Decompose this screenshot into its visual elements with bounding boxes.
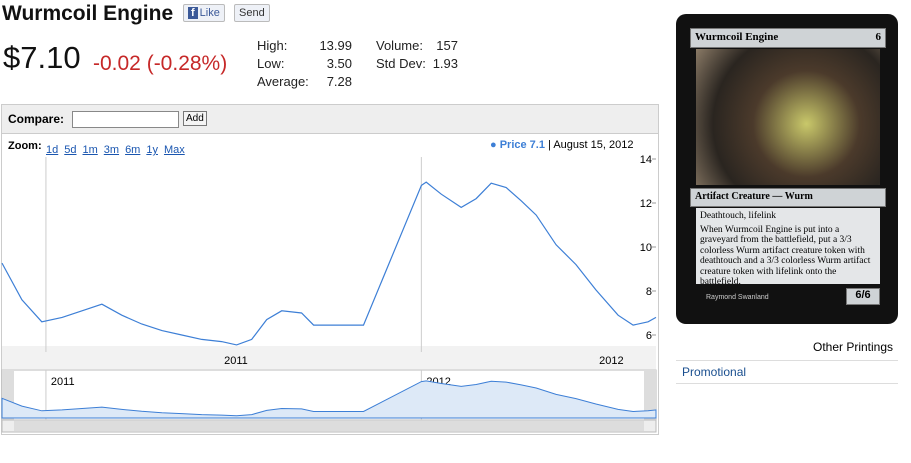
stat: Std Dev: 1.93 (376, 55, 458, 73)
y-tick-label: 8 (646, 286, 652, 298)
stats-col-2: Volume: 157 Std Dev: 1.93 (376, 37, 458, 73)
price-change: -0.02 (-0.28%) (93, 52, 228, 75)
stat-value: 13.99 (319, 38, 352, 53)
stat-value: 7.28 (326, 74, 352, 89)
card-art (696, 49, 880, 185)
zoom-option[interactable]: 3m (103, 144, 120, 156)
zoom-option[interactable]: Max (163, 144, 185, 156)
zoom-label: Zoom: (8, 140, 42, 152)
x-tick-label: 2012 (599, 355, 623, 367)
title: Wurmcoil Engine (2, 2, 174, 25)
price: $7.10 (3, 40, 81, 75)
card-keywords: Deathtouch, lifelink (700, 211, 776, 221)
y-tick-label: 6 (646, 330, 652, 342)
stat-label: High: (257, 38, 288, 53)
card-rules: When Wurmcoil Engine is put into a grave… (700, 224, 871, 288)
zoom-option[interactable]: 1y (146, 144, 158, 156)
zoom-option[interactable]: 5d (64, 144, 77, 156)
stat-value: 1.93 (432, 56, 458, 71)
add-button[interactable]: Add (183, 111, 207, 126)
printings-list: Promotional (676, 360, 898, 384)
legend-price: Price 7.1 (499, 139, 545, 151)
x-axis-band (2, 346, 656, 369)
nav-area (1, 380, 657, 419)
zoom-option[interactable]: 1m (82, 144, 98, 156)
card: Wurmcoil Engine 6 Artifact Creature — Wu… (676, 14, 898, 324)
printings-title: Other Printings (813, 340, 894, 354)
stat: Average: 7.28 (257, 73, 352, 91)
legend-date: August 15, 2012 (553, 139, 634, 151)
card-pt: 6/6 (846, 288, 880, 305)
card-type-bar: Artifact Creature — Wurm (690, 188, 886, 207)
stat-label: Volume: (376, 38, 423, 53)
y-tick-label: 14 (640, 154, 652, 166)
nav-handle-right[interactable] (644, 370, 656, 420)
compare-bar: Compare: Add (1, 104, 659, 134)
like-label: Like (199, 7, 220, 19)
price-line (1, 181, 657, 346)
card-text-box: Deathtouch, lifelink When Wurmcoil Engin… (696, 208, 880, 287)
stat-value: 157 (436, 38, 458, 53)
stats-col-1: High: 13.99 Low: 3.50 Average: 7.28 (257, 37, 352, 91)
nav-tick-label: 2011 (51, 376, 75, 388)
card-artist: Raymond Swanland (706, 294, 769, 301)
stat-value: 3.50 (326, 56, 352, 71)
card-name-bar: Wurmcoil Engine 6 (690, 28, 886, 48)
card-type: Artifact Creature — Wurm (695, 191, 813, 202)
like-button[interactable]: f Like (183, 4, 225, 22)
scroll-thumb[interactable] (14, 421, 644, 431)
stat: High: 13.99 (257, 37, 352, 55)
card-name: Wurmcoil Engine (695, 31, 779, 43)
stat-label: Average: (257, 74, 309, 89)
compare-label: Compare: (8, 112, 65, 126)
send-label: Send (239, 7, 265, 19)
stat: Low: 3.50 (257, 55, 352, 73)
chart-frame (1, 133, 659, 435)
zoom-options: 1d 5d 1m 3m 6m 1y Max (46, 140, 191, 158)
send-button[interactable]: Send (234, 4, 270, 22)
printing-link[interactable]: Promotional (682, 365, 747, 379)
y-tick-label: 10 (640, 242, 652, 254)
y-tick-label: 12 (640, 198, 652, 210)
compare-input[interactable] (72, 111, 179, 128)
stat: Volume: 157 (376, 37, 458, 55)
stat-label: Low: (257, 56, 285, 71)
zoom-option[interactable]: 1d (46, 144, 59, 156)
x-tick-label: 2011 (224, 355, 248, 367)
chart-legend: ● Price 7.1 | August 15, 2012 (490, 139, 634, 151)
stat-label: Std Dev: (376, 56, 426, 71)
card-cost: 6 (875, 31, 882, 43)
zoom-option[interactable]: 6m (125, 144, 141, 156)
